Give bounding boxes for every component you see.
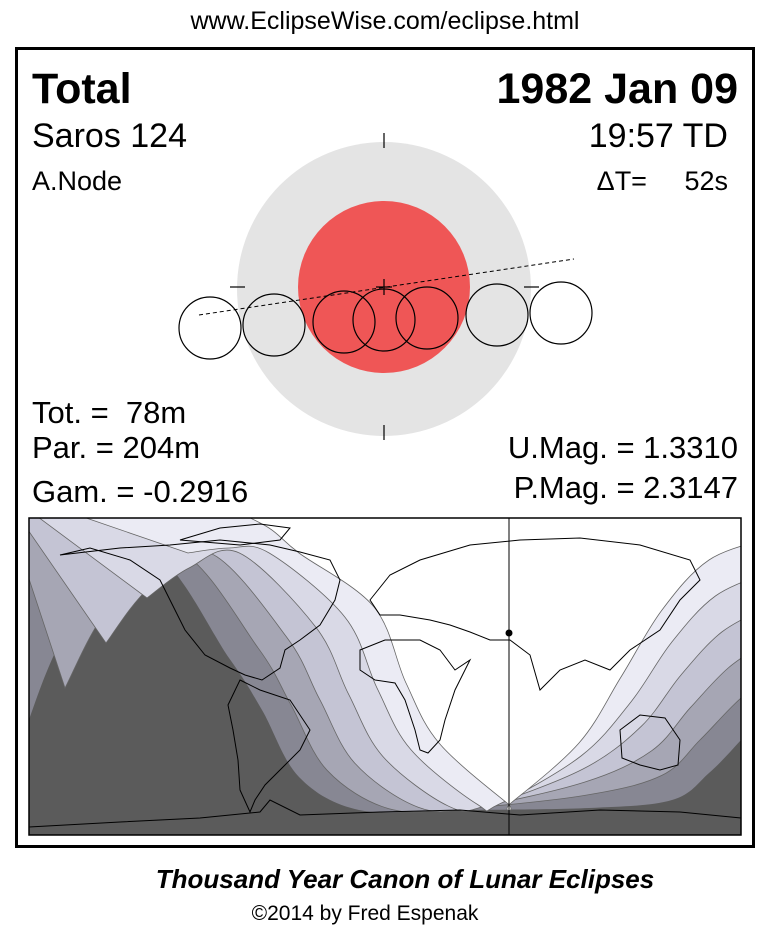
moon-disk	[178, 296, 242, 360]
moon-disk	[465, 283, 529, 347]
total-duration: Tot. = 78m	[32, 395, 187, 430]
moon-disk	[352, 288, 416, 352]
map-visibility-band	[249, 518, 741, 811]
eclipse-time: 19:57 TD	[588, 117, 728, 155]
moon-disk	[529, 281, 593, 345]
moon-disk	[395, 286, 459, 350]
coastlines	[29, 523, 741, 828]
delta-t: ΔT= 52s	[596, 166, 728, 196]
source-url: www.EclipseWise.com/eclipse.html	[190, 7, 580, 35]
copyright: ©2014 by Fred Espenak	[251, 902, 479, 925]
moon-path-line	[198, 258, 575, 316]
partial-duration: Par. = 204m	[32, 430, 201, 465]
eclipse-type: Total	[32, 65, 132, 113]
publication-title: Thousand Year Canon of Lunar Eclipses	[155, 864, 655, 894]
coast-south-america	[227, 679, 311, 814]
moon-positions	[178, 281, 593, 360]
coast-africa	[359, 639, 472, 754]
node-label: A.Node	[32, 166, 123, 196]
coast-australia	[619, 714, 681, 771]
coast-antarctica	[29, 799, 741, 828]
penumbral-magnitude: P.Mag. = 2.3147	[513, 470, 738, 505]
moon-disk	[242, 293, 306, 357]
umbral-magnitude: U.Mag. = 1.3310	[507, 430, 738, 465]
eclipse-date: 1982 Jan 09	[496, 65, 738, 113]
moon-disk	[312, 290, 376, 354]
saros-number: Saros 124	[32, 117, 187, 155]
coast-eurasia	[369, 537, 701, 691]
diagram-frame	[15, 47, 755, 848]
visibility-map	[28, 517, 742, 836]
gamma-value: Gam. = -0.2916	[32, 474, 249, 509]
map-border	[28, 517, 742, 836]
greatest-eclipse-point	[505, 629, 513, 637]
coast-greenland	[179, 523, 291, 546]
